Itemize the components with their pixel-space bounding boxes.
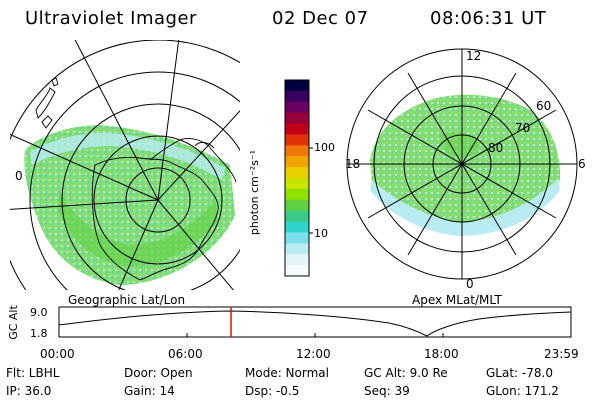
colorbar-segment	[285, 199, 309, 212]
colorbar-segment	[285, 80, 309, 92]
colorbar	[284, 79, 313, 277]
colorbar-tick-10: 10	[314, 227, 328, 240]
mlt-label-18: 18	[345, 157, 360, 171]
filter-field: Flt: LBHL	[6, 366, 60, 380]
colorbar-segment	[285, 243, 309, 255]
colorbar-segment	[285, 178, 309, 190]
colorbar-segment	[285, 112, 309, 125]
dsp-field: Dsp: -0.5	[245, 384, 300, 398]
colorbar-segment	[285, 134, 309, 146]
door-field: Door: Open	[124, 366, 193, 380]
seq-field: Seq: 39	[364, 384, 410, 398]
orbit-altitude-curve	[58, 310, 572, 337]
timeline-tick-0000: 00:00	[40, 347, 75, 361]
colorbar-segment	[285, 167, 309, 179]
timeline-tick-1200: 12:00	[296, 347, 331, 361]
colorbar-segment	[285, 101, 309, 114]
colorbar-unit-label: photon cm⁻²s⁻¹	[248, 149, 262, 236]
right-map-caption: Apex MLat/MLT	[412, 293, 502, 307]
date-label: 02 Dec 07	[272, 8, 369, 29]
mlat-label-60: 60	[536, 99, 551, 113]
gain-field: Gain: 14	[124, 384, 175, 398]
mlat-label-80: 80	[488, 141, 503, 155]
timeline-axis-label: GC Alt	[6, 305, 20, 340]
timeline-ymin: 1.8	[30, 327, 48, 340]
time-label: 08:06:31 UT	[430, 8, 547, 29]
gc-alt-field: GC Alt: 9.0 Re	[364, 366, 448, 380]
colorbar-segment	[285, 254, 309, 266]
timeline-tick-2359: 23:59	[544, 347, 579, 361]
colorbar-segment	[285, 232, 309, 244]
colorbar-tick-100: 100	[314, 141, 335, 154]
left-map-edge-label: 0	[15, 169, 23, 183]
mlt-label-6: 6	[578, 157, 586, 171]
apex-map: 12 18 6 0 60 70 80	[345, 48, 586, 291]
colorbar-segment	[285, 145, 309, 157]
timeline-ymax: 9.0	[30, 306, 48, 319]
geographic-map: 0	[10, 40, 240, 290]
mlt-label-12: 12	[466, 49, 481, 63]
colorbar-segment	[285, 210, 309, 223]
colorbar-segment	[285, 123, 309, 135]
colorbar-segment	[285, 221, 309, 233]
colorbar-segment	[285, 265, 309, 277]
timeline-tick-1800: 18:00	[424, 347, 459, 361]
colorbar-segment	[285, 90, 309, 103]
colorbar-segment	[285, 156, 309, 168]
glat-field: GLat: -78.0	[486, 366, 553, 380]
mode-field: Mode: Normal	[245, 366, 329, 380]
timeline-tick-0600: 06:00	[168, 347, 203, 361]
ip-field: IP: 36.0	[6, 384, 52, 398]
timeline-plot	[58, 306, 572, 338]
glon-field: GLon: 171.2	[486, 384, 559, 398]
instrument-title: Ultraviolet Imager	[25, 8, 197, 29]
mlt-label-0: 0	[466, 277, 474, 291]
left-map-caption: Geographic Lat/Lon	[68, 293, 186, 307]
colorbar-segment	[285, 188, 309, 201]
mlat-label-70: 70	[515, 121, 530, 135]
